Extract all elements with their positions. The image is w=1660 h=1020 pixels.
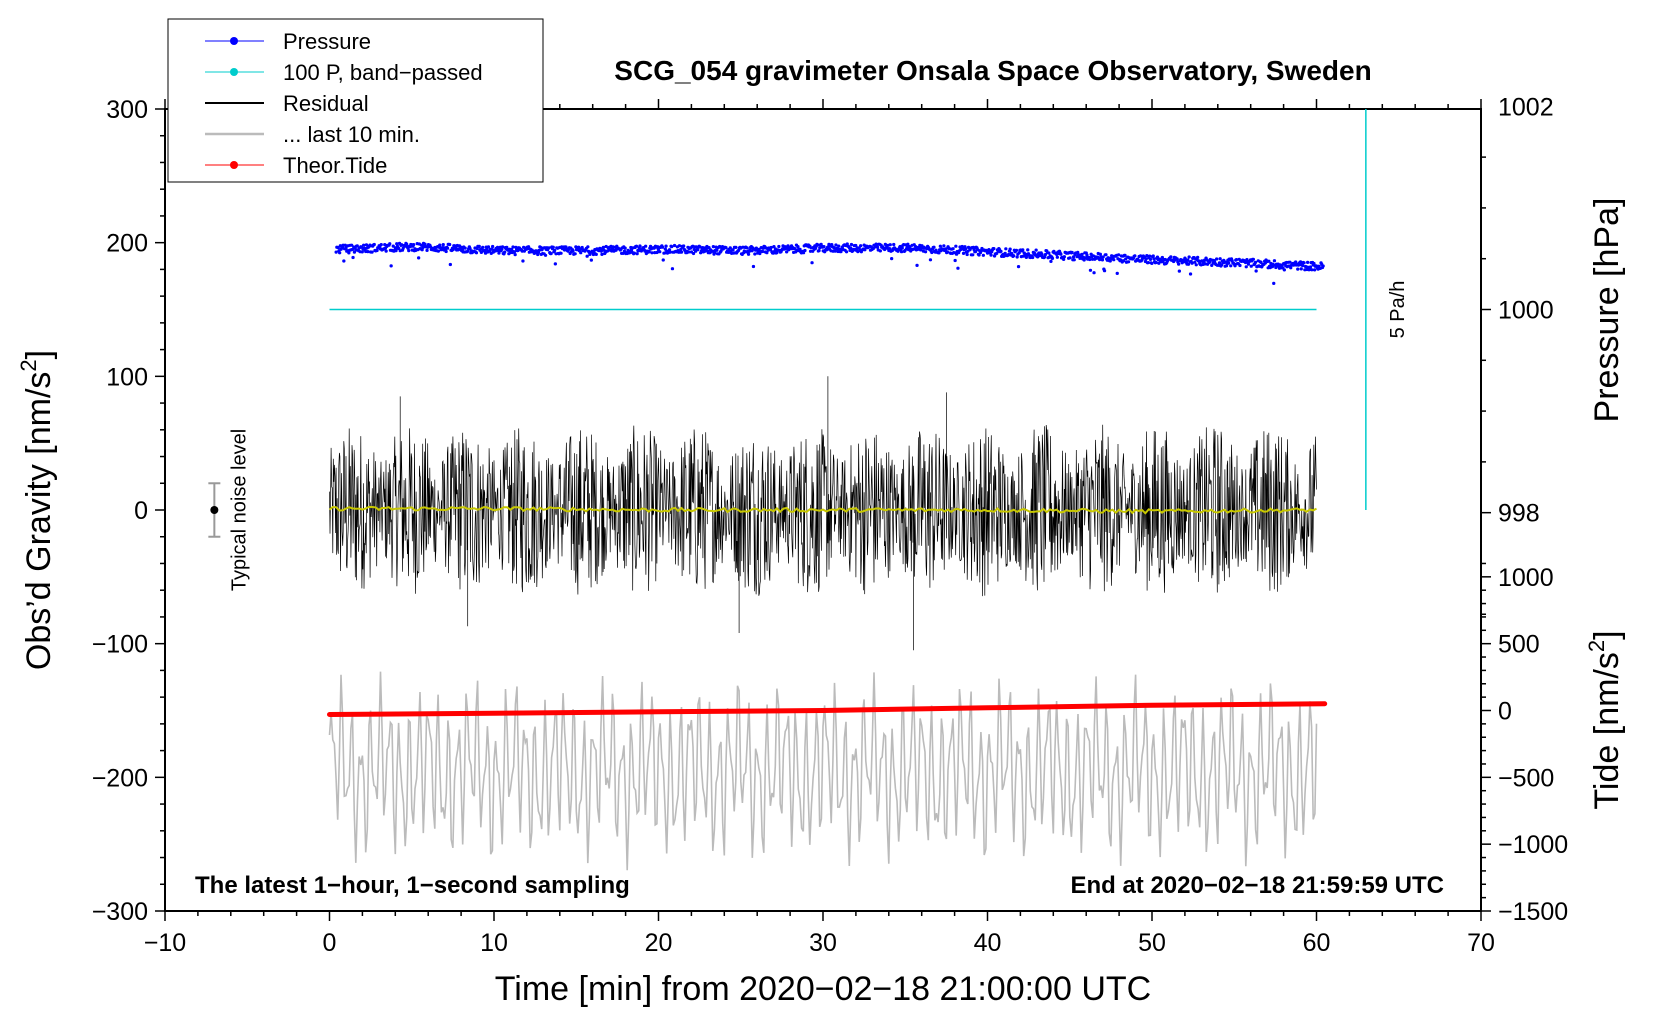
tide-line [327,701,1328,717]
pressure-tick-label: 1000 [1498,297,1554,325]
y-tick-label: 200 [106,230,148,258]
y-tick-label: −100 [92,631,148,659]
residual-smoothed-line [328,505,1317,515]
x-tick-label: 30 [809,929,837,957]
pressure-series [334,241,1325,285]
pressure-dots [334,241,1325,285]
tide-tick-label: −500 [1498,764,1554,792]
tide-tick-label: 0 [1498,698,1512,726]
y-tick-label: 0 [134,497,148,525]
residual-smoothed-series [328,505,1317,515]
x-tick-label: 20 [645,929,673,957]
legend-marker [230,68,238,76]
tide-tick-label: −1500 [1498,898,1568,926]
legend-marker [230,161,238,169]
residual-line [329,376,1317,651]
x-tick-label: 40 [974,929,1002,957]
noise-bar-dot [210,506,219,514]
y-tick-label: −200 [92,764,148,792]
pressure-tick-label: 998 [1498,500,1540,528]
residual-series [329,376,1317,651]
legend-marker [230,37,238,45]
y-axis-title-left: Obs’d Gravity [nm/s2] [16,350,58,670]
legend-label: ... last 10 min. [283,122,420,147]
x-tick-label: 50 [1138,929,1166,957]
legend-label: 100 P, band−passed [283,60,483,85]
tide-axis-title: Tide [nm/s2] [1584,630,1626,809]
pressure-axis-title: Pressure [hPa] [1588,198,1626,423]
x-tick-label: −10 [144,929,186,957]
x-axis-title: Time [min] from 2020−02−18 21:00:00 UTC [495,970,1151,1008]
end-time-annotation: End at 2020−02−18 21:59:59 UTC [1070,872,1444,899]
rate-bar-label: 5 Pa/h [1387,281,1409,339]
y-tick-label: 100 [106,363,148,391]
theoretical-tide-series [327,701,1328,717]
legend: Pressure 100 P, band−passed Residual ... la… [167,18,544,183]
last-10-min-series [328,671,1318,871]
x-tick-label: 60 [1303,929,1331,957]
tide-tick-label: 500 [1498,631,1540,659]
tide-tick-label: 1000 [1498,564,1554,592]
x-tick-label: 10 [480,929,508,957]
y-axis-left: −300 −200 −100 0 100 200 300 [92,96,165,926]
legend-label: Residual [283,91,369,116]
legend-label: Theor.Tide [283,153,387,178]
tide-tick-label: −1000 [1498,831,1568,859]
legend-box [167,18,544,183]
legend-label: Pressure [283,29,371,54]
x-tick-label: 0 [323,929,337,957]
sampling-annotation: The latest 1−hour, 1−second sampling [195,872,630,899]
y-tick-label: 300 [106,96,148,124]
chart-title: SCG_054 gravimeter Onsala Space Observat… [614,55,1371,86]
noise-level-label: Typical noise level [228,429,250,591]
y-tick-label: −300 [92,898,148,926]
noise-level-bar: Typical noise level [208,429,250,591]
last-10-min-line [328,671,1318,871]
pressure-axis-right: 998 1000 1002 [1481,93,1554,616]
rate-bar: 5 Pa/h [1365,109,1409,510]
tide-axis-right: −1500 −1000 −500 0 500 1000 [1481,564,1568,926]
x-tick-label: 70 [1467,929,1495,957]
pressure-tick-label: 1002 [1498,93,1554,121]
x-axis: −10 0 10 20 30 40 50 60 70 [144,99,1495,957]
